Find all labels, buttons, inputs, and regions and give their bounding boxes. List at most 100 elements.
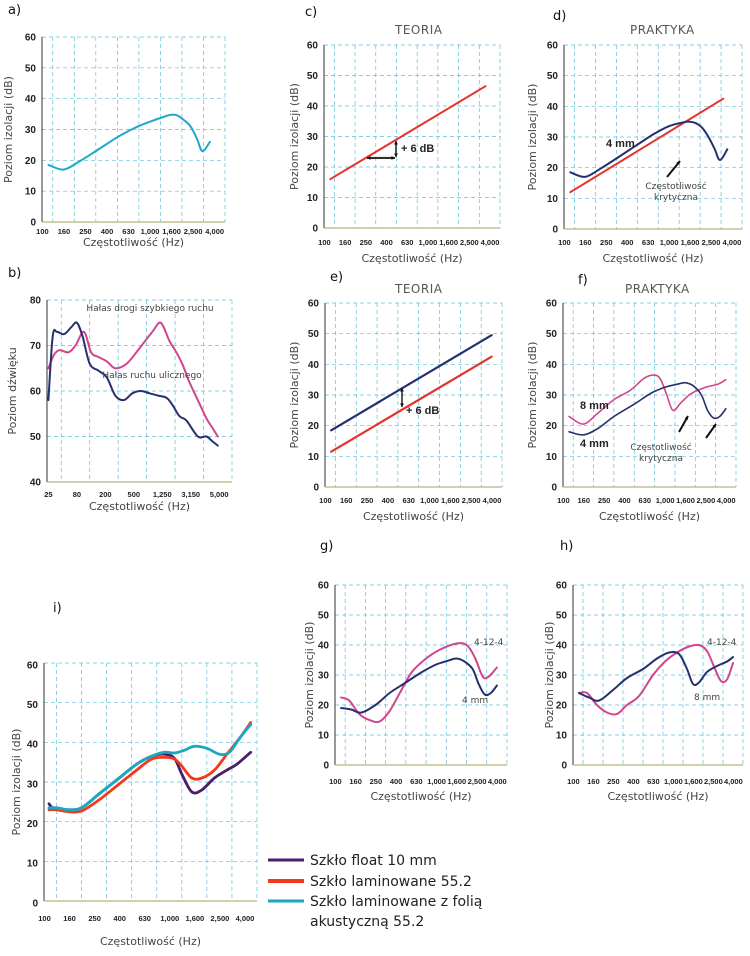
series-line-red xyxy=(330,355,493,453)
x-tick-label: 400 xyxy=(382,496,395,505)
y-tick-label: 10 xyxy=(546,452,558,463)
y-axis-label: Poziom izolacji (dB) xyxy=(543,622,556,729)
y-tick-label: 20 xyxy=(318,701,330,712)
x-tick-label: 100 xyxy=(557,496,570,505)
annotation-line: krytyczna xyxy=(639,454,683,464)
y-tick-label: 60 xyxy=(27,660,39,671)
x-tick-label: 250 xyxy=(360,238,373,247)
x-tick-label: 1,250 xyxy=(153,490,172,499)
y-tick-label: 20 xyxy=(556,701,568,712)
panel-label: e) xyxy=(330,270,343,285)
y-axis-label: Poziom dźwięku xyxy=(6,347,19,434)
x-tick-label: 2,500 xyxy=(184,227,203,236)
arrow-head-icon xyxy=(684,416,688,420)
y-axis-label: Poziom izolacji (dB) xyxy=(10,729,23,836)
x-tick-label: 630 xyxy=(402,496,415,505)
y-tick-label: 10 xyxy=(27,859,39,870)
y-tick-label: 20 xyxy=(27,819,39,830)
x-axis-label: Częstotliwość (Hz) xyxy=(599,510,700,523)
x-axis-label: Częstotliwość (Hz) xyxy=(100,935,201,948)
x-tick-label: 100 xyxy=(319,496,332,505)
x-tick-label: 2,500 xyxy=(462,496,481,505)
x-tick-label: 1,000 xyxy=(427,777,446,786)
annotation-line: krytyczna xyxy=(654,193,698,203)
chart-title: PRAKTYKA xyxy=(625,282,690,296)
x-tick-label: 100 xyxy=(558,238,571,247)
y-tick-label: 50 xyxy=(318,611,330,622)
series-line-ha-as-ruchu-ulicznego xyxy=(47,321,219,447)
y-tick-label: 0 xyxy=(551,483,557,494)
x-tick-label: 100 xyxy=(567,777,580,786)
y-axis-label: Poziom izolacji (dB) xyxy=(288,342,301,449)
y-tick-label: 50 xyxy=(30,432,42,443)
x-tick-label: 1,000 xyxy=(160,914,179,923)
x-tick-label: 250 xyxy=(361,496,374,505)
x-tick-label: 250 xyxy=(370,777,383,786)
arrow-head-icon xyxy=(391,156,395,160)
x-tick-label: 630 xyxy=(639,496,652,505)
y-tick-label: 50 xyxy=(307,71,319,82)
y-tick-label: 50 xyxy=(556,611,568,622)
series-line-ha-as-drogi-szybkiego-ruchu xyxy=(47,321,219,438)
annotation-critical-frequency: Częstotliwość krytyczna xyxy=(630,442,691,464)
legend-item: Szkło laminowane z folią akustyczną 55.2 xyxy=(268,894,482,930)
y-tick-label: 40 xyxy=(27,740,39,751)
y-tick-label: 0 xyxy=(552,225,558,236)
arrow-head-icon xyxy=(394,141,398,145)
y-tick-label: 0 xyxy=(30,218,36,229)
x-tick-label: 1,600 xyxy=(185,914,204,923)
x-tick-label: 250 xyxy=(79,227,92,236)
chart-panel-a: a) 0 10 20 30 40 50 60 100 160 250 400 630 1,000 1,600… xyxy=(2,3,226,249)
y-tick-label: 20 xyxy=(307,163,319,174)
annotation-plus-6db: + 6 dB xyxy=(401,143,434,155)
y-tick-label: 60 xyxy=(546,299,558,310)
x-tick-label: 4,000 xyxy=(236,914,255,923)
y-tick-label: 30 xyxy=(556,671,568,682)
x-tick-label: 2,500 xyxy=(696,496,715,505)
y-tick-label: 60 xyxy=(547,41,559,52)
x-tick-label: 250 xyxy=(598,496,611,505)
panel-label: h) xyxy=(560,539,573,554)
legend-label: Szkło laminowane z folią xyxy=(310,894,482,910)
y-tick-label: 0 xyxy=(561,761,567,772)
x-tick-label: 630 xyxy=(401,238,414,247)
annotation-4mm: 4 mm xyxy=(462,696,488,706)
x-tick-label: 4,000 xyxy=(483,496,502,505)
series-line-4-12-4 xyxy=(578,643,734,716)
x-tick-label: 2,500 xyxy=(460,238,479,247)
x-tick-label: 2,500 xyxy=(702,238,721,247)
panel-label: a) xyxy=(8,3,21,18)
y-tick-label: 40 xyxy=(556,641,568,652)
y-tick-label: 20 xyxy=(547,163,559,174)
y-tick-label: 50 xyxy=(308,329,320,340)
x-tick-label: 400 xyxy=(101,227,114,236)
x-tick-label: 500 xyxy=(128,490,141,499)
x-tick-label: 400 xyxy=(621,238,634,247)
legend-item: Szkło laminowane 55.2 xyxy=(268,874,472,890)
x-tick-label: 2,500 xyxy=(468,777,487,786)
x-tick-label: 160 xyxy=(340,496,353,505)
x-tick-label: 2,500 xyxy=(211,914,230,923)
x-tick-label: 3,150 xyxy=(181,490,200,499)
x-tick-label: 4,000 xyxy=(724,777,743,786)
y-tick-label: 60 xyxy=(25,33,37,44)
series-line-8-mm xyxy=(578,650,734,702)
y-tick-label: 0 xyxy=(312,224,318,235)
legend-label: Szkło laminowane 55.2 xyxy=(310,874,472,890)
x-tick-label: 630 xyxy=(138,914,151,923)
annotation-street-noise: Hałas ruchu ulicznego xyxy=(102,371,202,381)
y-tick-label: 40 xyxy=(547,102,559,113)
annotation-highway-noise: Hałas drogi szybkiego ruchu xyxy=(86,304,213,314)
y-tick-label: 10 xyxy=(547,194,559,205)
legend-item: Szkło float 10 mm xyxy=(268,853,437,869)
arrow-head-icon xyxy=(367,156,371,160)
y-tick-label: 70 xyxy=(30,341,42,352)
series-line-8-mm xyxy=(568,374,727,425)
panel-label: b) xyxy=(8,266,21,281)
annotation-8mm: 8 mm xyxy=(580,400,609,412)
x-axis-label: Częstotliwość (Hz) xyxy=(83,236,184,249)
y-axis-label: Poziom izolacji (dB) xyxy=(288,83,301,190)
chart-panel-d: d) PRAKTYKA 0 10 20 30 40 50 60 100 160 250 400 630 1,… xyxy=(526,9,743,265)
x-axis-label: Częstotliwość (Hz) xyxy=(370,790,471,803)
x-tick-label: 160 xyxy=(58,227,71,236)
